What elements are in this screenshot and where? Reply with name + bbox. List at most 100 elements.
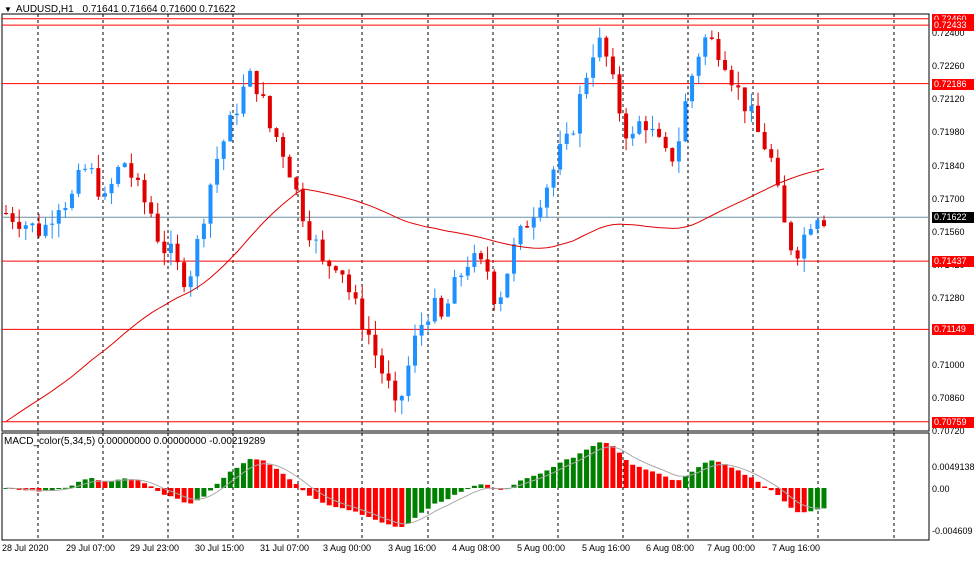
candle-body (597, 37, 602, 58)
candle-body (10, 213, 15, 222)
candle-body (23, 225, 28, 229)
macd-histogram-bar (551, 466, 557, 488)
macd-axis-top: 0.0049138 (932, 462, 975, 472)
macd-histogram-bar (432, 488, 438, 504)
price-axis-label: 0.71560 (932, 226, 965, 237)
candle-body (89, 168, 94, 170)
candle-body (155, 213, 160, 242)
macd-histogram-bar (722, 464, 728, 488)
macd-histogram-bar (748, 477, 754, 488)
candle-body (347, 274, 352, 293)
macd-histogram-bar (709, 460, 715, 488)
macd-histogram-bar (115, 479, 121, 488)
macd-histogram-bar (247, 459, 253, 488)
candle-body (241, 86, 246, 114)
candle-body (419, 324, 424, 336)
macd-histogram-bar (584, 449, 590, 488)
symbol-label: AUDUSD,H1 (15, 4, 74, 15)
macd-histogram-bar (135, 480, 141, 488)
candle-body (175, 243, 180, 263)
candle-body (822, 220, 826, 227)
macd-histogram-bar (359, 488, 365, 515)
candle-body (723, 60, 728, 70)
macd-histogram-bar (201, 488, 207, 497)
macd-histogram-bar (617, 452, 622, 488)
macd-histogram-bar (808, 488, 814, 512)
macd-histogram-bar (287, 479, 293, 488)
candle-body (333, 266, 338, 271)
time-axis-label: 30 Jul 15:00 (195, 543, 245, 553)
macd-label: MACD_color(5,34,5) 0.00000000 0.00000000… (4, 436, 266, 447)
macd-histogram-bar (62, 487, 68, 489)
price-axis-label: 0.71000 (932, 359, 965, 370)
candle-body (551, 169, 556, 188)
macd-histogram-bar (273, 468, 279, 488)
macd-histogram-bar (306, 488, 312, 496)
candle-body (531, 217, 536, 228)
macd-histogram-bar (181, 488, 187, 503)
candle-body (320, 239, 325, 261)
candle-body (234, 113, 239, 116)
macd-histogram-bar (768, 488, 774, 491)
candle-body (4, 213, 8, 215)
macd-histogram-bar (49, 488, 55, 491)
candle-body (83, 168, 88, 170)
candle-body (201, 223, 206, 240)
candle-body (195, 239, 200, 277)
candle-body (228, 115, 233, 142)
macd-histogram-bar (465, 488, 471, 490)
candle-body (485, 259, 490, 272)
time-axis-label: 3 Aug 16:00 (388, 543, 437, 553)
time-axis-label: 4 Aug 08:00 (452, 543, 501, 553)
macd-histogram-bar (188, 488, 194, 504)
candle-body (492, 271, 497, 304)
candle-body (122, 163, 127, 168)
candle-body (426, 321, 431, 325)
price-level-label: 0.71437 (932, 256, 974, 268)
candle-body (182, 262, 187, 288)
candle-body (795, 250, 800, 259)
macd-histogram-bar (405, 488, 411, 524)
candle-body (360, 298, 365, 330)
candle-body (254, 70, 259, 95)
macd-histogram-bar (564, 459, 570, 488)
price-axis-label: 0.71700 (932, 193, 965, 204)
time-axis-label: 29 Jul 23:00 (130, 543, 180, 553)
candle-body (604, 37, 609, 57)
macd-histogram-bar (208, 488, 213, 491)
candle-body (782, 185, 787, 223)
candle-body (261, 94, 266, 97)
triangle-down-icon[interactable]: ▼ (4, 5, 12, 14)
candle-body (432, 297, 437, 322)
candle-body (445, 303, 450, 317)
macd-histogram-bar (142, 483, 148, 488)
price-axis-label: 0.71280 (932, 293, 965, 304)
macd-histogram-bar (386, 488, 392, 525)
price-level-label: 0.72433 (932, 20, 974, 32)
macd-histogram-bar (471, 485, 477, 488)
candle-body (314, 239, 319, 241)
macd-histogram-bar (603, 442, 609, 488)
macd-histogram-bar (478, 484, 484, 488)
candle-body (300, 189, 305, 222)
macd-histogram-bar (590, 445, 596, 488)
macd-histogram-bar (346, 488, 352, 511)
macd-histogram-bar (544, 470, 550, 488)
price-axis-label: 0.70860 (932, 392, 965, 403)
candle-body (274, 128, 279, 137)
macd-histogram-bar (102, 481, 108, 488)
macd-histogram-bar (445, 488, 451, 500)
macd-histogram-bar (649, 471, 655, 488)
macd-histogram-bar (214, 483, 220, 488)
macd-histogram-bar (742, 474, 748, 488)
candle-body (366, 329, 371, 335)
candle-body (439, 297, 444, 317)
time-axis-label: 3 Aug 00:00 (323, 543, 372, 553)
macd-histogram-bar (293, 484, 299, 488)
macd-histogram-bar (379, 488, 385, 523)
candle-body (69, 193, 74, 208)
candle-body (221, 141, 226, 159)
macd-histogram-bar (682, 476, 688, 488)
